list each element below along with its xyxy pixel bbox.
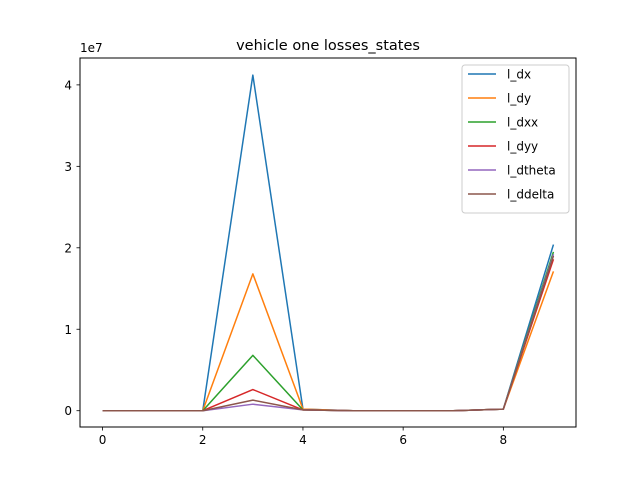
x-tick-label: 6 — [399, 433, 407, 447]
x-tick-label: 2 — [199, 433, 207, 447]
legend-label-l_dx: l_dx — [507, 68, 531, 82]
legend: l_dx l_dy l_dxx l_dyy l_dtheta l_ddelta — [461, 64, 570, 214]
x-tick-label: 8 — [500, 433, 508, 447]
x-tick-label: 4 — [299, 433, 307, 447]
y-axis-offset-label: 1e7 — [80, 41, 103, 55]
x-tick-label: 0 — [99, 433, 107, 447]
legend-label-l_ddelta: l_ddelta — [507, 188, 554, 202]
chart-title: vehicle one losses_states — [236, 38, 420, 54]
legend-box — [461, 64, 570, 214]
plot-frame — [79, 57, 577, 428]
plot-lines — [102, 74, 555, 412]
legend-label-l_dyy: l_dyy — [507, 140, 538, 154]
series-line-l_ddelta — [102, 255, 555, 412]
y-tick-label: 0 — [64, 404, 72, 418]
legend-label-l_dxx: l_dxx — [507, 116, 538, 130]
x-axis: 0 2 4 6 8 — [99, 427, 507, 447]
legend-label-l_dy: l_dy — [507, 92, 531, 106]
y-tick-label: 4 — [64, 78, 72, 92]
y-tick-label: 2 — [64, 241, 72, 255]
y-tick-label: 3 — [64, 160, 72, 174]
y-tick-label: 1 — [64, 323, 72, 337]
legend-label-l_dtheta: l_dtheta — [507, 164, 556, 178]
y-axis: 0 1 2 3 4 — [64, 78, 80, 418]
